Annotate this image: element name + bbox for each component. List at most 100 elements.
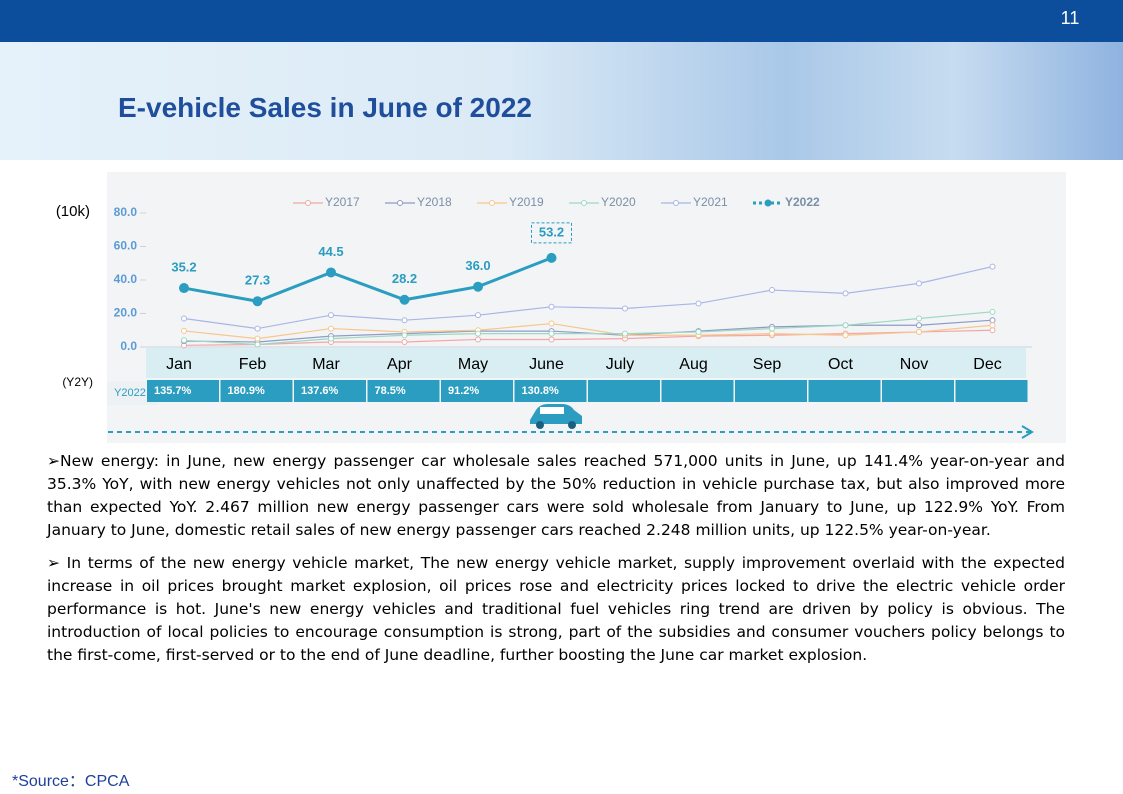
- data-point: [989, 263, 996, 270]
- data-point: [546, 252, 557, 263]
- data-point: [254, 335, 261, 342]
- yoy-cell: [808, 380, 881, 402]
- x-tick-label: Mar: [312, 356, 340, 373]
- data-point: [769, 330, 775, 337]
- slide-title: E-vehicle Sales in June of 2022: [118, 92, 532, 123]
- x-tick-label: May: [458, 356, 488, 373]
- y-axis-unit: (10k): [56, 203, 90, 220]
- yoy-value: 78.5%: [375, 385, 406, 397]
- y-tick-label: 40.0: [114, 272, 138, 286]
- data-point: [326, 267, 336, 278]
- data-point: [328, 325, 334, 332]
- data-point: [695, 300, 702, 307]
- data-point: [548, 336, 555, 343]
- yoy-cell: [294, 380, 366, 402]
- x-tick-label: Oct: [828, 356, 853, 373]
- data-point: [989, 317, 996, 324]
- legend-marker: [673, 200, 679, 206]
- x-tick-label: Apr: [387, 356, 413, 373]
- series-line: [183, 311, 993, 346]
- x-tick-label: Nov: [900, 356, 928, 373]
- yoy-cell: [441, 380, 513, 402]
- data-label: 36.0: [465, 258, 490, 273]
- legend-marker: [305, 200, 311, 206]
- data-point: [622, 330, 628, 337]
- series-line: [183, 266, 993, 330]
- legend-marker: [581, 200, 587, 206]
- data-point: [252, 296, 263, 307]
- legend-marker: [397, 200, 403, 206]
- data-point: [475, 336, 481, 343]
- yoy-cell: [735, 380, 807, 402]
- data-point: [181, 327, 187, 334]
- data-point: [989, 327, 996, 334]
- data-point: [622, 305, 628, 312]
- data-point: [842, 322, 849, 329]
- data-label: 53.2: [539, 224, 564, 239]
- x-tick-label: Dec: [973, 356, 1001, 373]
- data-point: [916, 322, 922, 329]
- yoy-cell: [220, 380, 293, 402]
- chart: (10k) (Y2Y) 0.0 20.0 40.0 60.0 80.0 Jan Feb Mar…: [56, 172, 1066, 443]
- data-point: [475, 330, 481, 337]
- data-label: 35.2: [171, 259, 196, 274]
- data-point: [989, 322, 996, 329]
- x-tick-label: June: [529, 356, 564, 373]
- yoy-cell: [955, 380, 1028, 402]
- page-number: 11: [1060, 8, 1080, 28]
- yoy-label: (Y2Y): [62, 375, 93, 389]
- legend-label: Y2018: [417, 195, 452, 209]
- x-tick-label: July: [606, 356, 634, 373]
- x-tick-label: Feb: [239, 356, 267, 373]
- data-point: [254, 325, 261, 332]
- y-tick-label: 0.0: [120, 339, 137, 353]
- data-point: [989, 308, 996, 315]
- yoy-cell: [147, 380, 219, 402]
- yoy-value: 137.6%: [301, 385, 339, 397]
- data-point: [328, 335, 334, 342]
- data-point: [254, 341, 261, 348]
- yoy-value: 135.7%: [154, 385, 192, 397]
- legend-label: Y2017: [325, 195, 360, 209]
- data-point: [548, 330, 555, 337]
- data-point: [695, 328, 702, 335]
- data-label: 28.2: [392, 271, 417, 286]
- arrow-head: [1021, 425, 1034, 439]
- yoy-series-name: Y2022: [114, 387, 146, 399]
- data-point: [842, 290, 849, 297]
- yoy-value: 180.9%: [228, 385, 266, 397]
- series-line: [183, 322, 993, 340]
- legend-label: Y2020: [601, 195, 636, 209]
- data-point: [401, 338, 408, 345]
- data-point: [181, 337, 187, 344]
- y-tick-label: 80.0: [114, 205, 138, 219]
- paragraph: ➢New energy: in June, new energy passeng…: [47, 452, 1065, 539]
- data-label: 44.5: [318, 244, 343, 259]
- data-point: [399, 294, 410, 305]
- yoy-cell: [367, 380, 440, 402]
- data-point: [842, 332, 849, 339]
- header-bar: [0, 0, 1123, 42]
- legend-label: Y2021: [693, 195, 728, 209]
- yoy-cell: [588, 380, 660, 402]
- category-band: [146, 348, 1026, 378]
- yoy-cell: [514, 380, 587, 402]
- data-label: 27.3: [245, 273, 270, 288]
- data-point: [548, 320, 555, 327]
- data-point: [475, 312, 481, 319]
- yoy-cell: [882, 380, 954, 402]
- label-box: [531, 222, 572, 244]
- yoy-value: 91.2%: [448, 385, 479, 397]
- data-point: [328, 312, 334, 319]
- data-point: [548, 303, 555, 310]
- yoy-value: 130.8%: [522, 385, 560, 397]
- car-icon: [530, 404, 582, 429]
- x-tick-label: Sep: [753, 356, 782, 373]
- data-point: [401, 317, 408, 324]
- paragraph: ➢ In terms of the new energy vehicle mar…: [47, 554, 1065, 664]
- data-point: [769, 325, 775, 332]
- series-line: [183, 329, 993, 346]
- legend-label: Y2022: [785, 195, 820, 209]
- source: *Source：CPCA: [12, 773, 130, 790]
